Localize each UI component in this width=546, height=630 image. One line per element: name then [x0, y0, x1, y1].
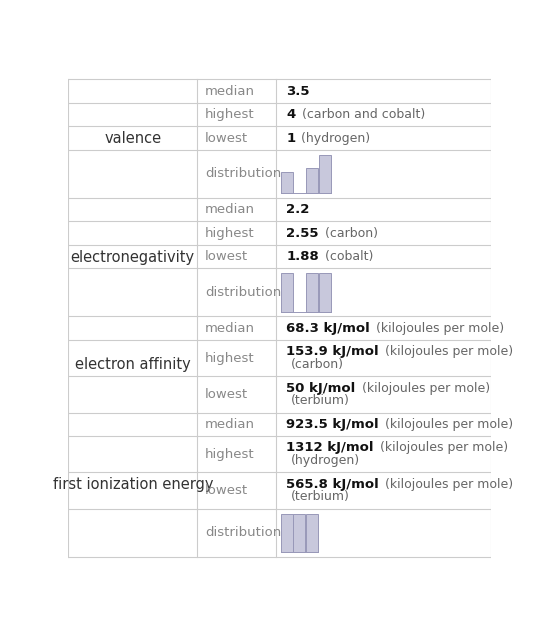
Text: 2.2: 2.2 — [286, 203, 310, 216]
Text: (hydrogen): (hydrogen) — [298, 132, 371, 145]
Text: (terbium): (terbium) — [291, 490, 350, 503]
Text: (carbon): (carbon) — [291, 358, 344, 371]
Text: 2.55: 2.55 — [286, 227, 319, 239]
Text: (cobalt): (cobalt) — [321, 250, 373, 263]
Text: distribution: distribution — [205, 526, 281, 539]
Text: (carbon and cobalt): (carbon and cobalt) — [298, 108, 425, 121]
Text: lowest: lowest — [205, 484, 248, 497]
Text: lowest: lowest — [205, 132, 248, 145]
Text: highest: highest — [205, 448, 255, 461]
Text: 50 kJ/mol: 50 kJ/mol — [286, 382, 355, 394]
Text: (kilojoules per mole): (kilojoules per mole) — [381, 345, 513, 358]
Text: (kilojoules per mole): (kilojoules per mole) — [358, 382, 490, 394]
Text: (kilojoules per mole): (kilojoules per mole) — [372, 322, 504, 335]
Text: (terbium): (terbium) — [291, 394, 350, 407]
Text: highest: highest — [205, 227, 255, 239]
Bar — [281, 172, 293, 193]
Bar — [281, 273, 293, 312]
Text: (carbon): (carbon) — [321, 227, 378, 239]
Text: median: median — [205, 84, 255, 98]
Text: 4: 4 — [286, 108, 295, 121]
Text: median: median — [205, 418, 255, 431]
Text: (kilojoules per mole): (kilojoules per mole) — [376, 442, 508, 454]
Text: highest: highest — [205, 108, 255, 121]
Text: (kilojoules per mole): (kilojoules per mole) — [381, 418, 513, 431]
Text: 923.5 kJ/mol: 923.5 kJ/mol — [286, 418, 379, 431]
Text: (kilojoules per mole): (kilojoules per mole) — [381, 478, 513, 491]
Text: 1312 kJ/mol: 1312 kJ/mol — [286, 442, 373, 454]
Text: (hydrogen): (hydrogen) — [291, 454, 360, 467]
Text: lowest: lowest — [205, 388, 248, 401]
Bar — [306, 273, 318, 312]
Text: 68.3 kJ/mol: 68.3 kJ/mol — [286, 322, 370, 335]
Text: 1: 1 — [286, 132, 295, 145]
Text: 1.88: 1.88 — [286, 250, 319, 263]
Bar — [281, 513, 293, 552]
Text: electronegativity: electronegativity — [71, 249, 195, 265]
Bar — [319, 155, 331, 193]
Bar — [293, 513, 305, 552]
Text: 565.8 kJ/mol: 565.8 kJ/mol — [286, 478, 379, 491]
Text: lowest: lowest — [205, 250, 248, 263]
Text: highest: highest — [205, 352, 255, 365]
Text: 3.5: 3.5 — [286, 84, 310, 98]
Text: median: median — [205, 203, 255, 216]
Text: electron affinity: electron affinity — [75, 357, 191, 372]
Text: 153.9 kJ/mol: 153.9 kJ/mol — [286, 345, 379, 358]
Text: distribution: distribution — [205, 286, 281, 299]
Text: first ionization energy: first ionization energy — [52, 477, 213, 492]
Text: median: median — [205, 322, 255, 335]
Bar — [319, 273, 331, 312]
Text: valence: valence — [104, 131, 161, 146]
Bar — [306, 513, 318, 552]
Text: distribution: distribution — [205, 168, 281, 180]
Bar — [306, 168, 318, 193]
